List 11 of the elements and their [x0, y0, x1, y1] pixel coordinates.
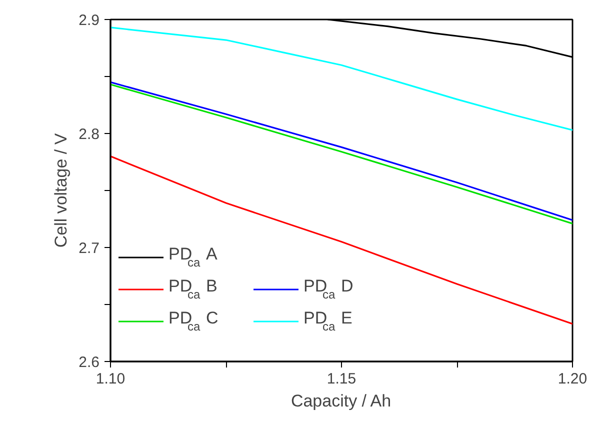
y-tick-label: 2.6	[78, 354, 100, 371]
x-tick-label: 1.10	[96, 370, 126, 388]
y-tick-label: 2.9	[78, 12, 100, 29]
y-tick-label: 2.8	[78, 126, 100, 143]
y-axis-title: Cell voltage / V	[52, 132, 71, 248]
y-tick-label: 2.7	[78, 240, 100, 257]
x-axis-title: Capacity / Ah	[290, 392, 392, 410]
x-tick-label: 1.20	[558, 370, 588, 388]
x-tick-label: 1.15	[326, 370, 356, 388]
line-series	[110, 26, 572, 131]
line-series	[110, 156, 572, 325]
